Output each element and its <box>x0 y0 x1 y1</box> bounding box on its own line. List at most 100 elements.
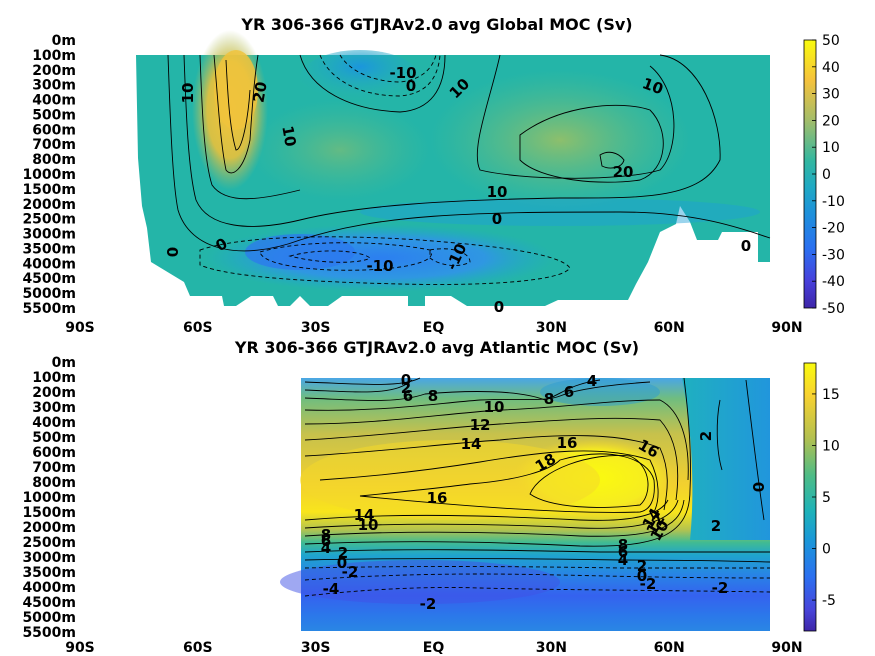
contour-label: 2 <box>338 544 348 562</box>
contour-label: 2 <box>697 431 715 441</box>
global-x-ticklabels: 90S 60S 30S EQ 30N 60N 90N <box>65 320 802 336</box>
y-tick-label: 2000m <box>22 520 76 536</box>
contour-label: 14 <box>461 435 482 453</box>
contour-label: 10 <box>487 183 508 201</box>
contour-label: 6 <box>321 532 331 550</box>
contour-label: -2 <box>420 595 437 613</box>
colorbar-tick-label: 15 <box>822 387 840 403</box>
contour-label: 10 <box>484 398 505 416</box>
colorbar-tick-label: -5 <box>822 593 836 609</box>
y-tick-label: 5500m <box>22 301 76 317</box>
y-tick-label: 700m <box>32 137 76 153</box>
y-tick-label: 4000m <box>22 256 76 272</box>
contour-label: 10 <box>278 124 299 148</box>
x-tick-label: 60S <box>183 320 213 336</box>
y-tick-label: 2500m <box>22 212 76 228</box>
colorbar-ticks: 50 40 30 20 10 0 -10 -20 -30 -40 -50 <box>812 33 845 317</box>
contour-label: 0 <box>164 247 182 257</box>
contour-label: 4 <box>587 372 597 390</box>
contour-label: -2 <box>342 563 359 581</box>
y-tick-label: 3500m <box>22 565 76 581</box>
y-tick-label: 0m <box>52 33 76 49</box>
colorbar-tick-label: 30 <box>822 87 840 103</box>
y-tick-label: 3500m <box>22 241 76 257</box>
contour-label: 2 <box>711 517 721 535</box>
contour-label: 10 <box>358 516 379 534</box>
y-tick-label: 400m <box>32 415 76 431</box>
contour-label: 12 <box>470 416 491 434</box>
y-tick-label: 700m <box>32 460 76 476</box>
contour-label: 0 <box>637 567 647 585</box>
colorbar-tick-label: -30 <box>822 247 845 263</box>
y-tick-label: 4000m <box>22 580 76 596</box>
x-tick-label: 30S <box>301 320 331 336</box>
y-tick-label: 500m <box>32 107 76 123</box>
y-tick-label: 600m <box>32 445 76 461</box>
y-tick-label: 1000m <box>22 167 76 183</box>
x-tick-label: 30N <box>536 640 567 656</box>
chart-title-global: YR 306-366 GTJRAv2.0 avg Global MOC (Sv) <box>240 15 632 34</box>
contour-label: 6 <box>403 387 413 405</box>
contour-label: 0 <box>492 210 502 228</box>
contour-label: 8 <box>428 387 438 405</box>
contour-label: 20 <box>249 80 270 104</box>
x-tick-label: 60S <box>183 640 213 656</box>
y-tick-label: 300m <box>32 400 76 416</box>
contour-label: 4 <box>618 551 628 569</box>
global-y-ticklabels: 0m100m200m300m400m500m600m700m800m1000m1… <box>22 33 76 317</box>
x-tick-label: 90S <box>65 640 95 656</box>
contour-label: 4 <box>321 539 331 557</box>
atlantic-colorbar: 15 10 5 0 -5 <box>803 362 840 632</box>
y-tick-label: 300m <box>32 78 76 94</box>
contour-label: 0 <box>337 554 347 572</box>
x-tick-label: EQ <box>423 640 445 656</box>
contour-label: 20 <box>613 163 634 181</box>
colorbar-tick-label: 50 <box>822 33 840 49</box>
colorbar-tick-label: -20 <box>822 221 845 237</box>
contour-label: 16 <box>427 489 448 507</box>
x-tick-label: 60N <box>654 320 685 336</box>
contour-label: 8 <box>618 536 628 554</box>
x-tick-label: 30N <box>536 320 567 336</box>
y-tick-label: 200m <box>32 63 76 79</box>
atlantic-contours <box>304 377 771 597</box>
y-tick-label: 600m <box>32 122 76 138</box>
contour-label: 0 <box>401 371 411 389</box>
colorbar-tick-label: 20 <box>822 113 840 129</box>
atlantic-y-ticklabels: 0m100m200m300m400m500m600m700m800m1000m1… <box>22 355 76 641</box>
contour-label: 0 <box>750 482 768 492</box>
y-tick-label: 4500m <box>22 271 76 287</box>
contour-label: 14 <box>354 506 375 524</box>
y-tick-label: 200m <box>32 385 76 401</box>
y-tick-label: 1500m <box>22 182 76 198</box>
y-tick-label: 100m <box>32 48 76 64</box>
colorbar-tick-label: -50 <box>822 301 845 317</box>
contour-label: 8 <box>321 526 331 544</box>
y-tick-label: 800m <box>32 152 76 168</box>
contour-label: 10 <box>179 83 197 104</box>
global-colorbar: 50 40 30 20 10 0 -10 -20 -30 -40 -50 <box>803 33 845 317</box>
contour-label: 16 <box>557 434 578 452</box>
atlantic-x-ticklabels: 90S 60S 30S EQ 30N 60N 90N <box>65 640 802 656</box>
y-tick-label: 800m <box>32 475 76 491</box>
colorbar-ticks: 15 10 5 0 -5 <box>812 387 840 609</box>
colorbar-tick-label: 5 <box>822 490 831 506</box>
contour-label: 6 <box>564 383 574 401</box>
x-tick-label: EQ <box>423 320 445 336</box>
contour-label: -2 <box>640 575 657 593</box>
panel-global: YR 306-366 GTJRAv2.0 avg Global MOC (Sv) <box>22 15 844 336</box>
y-tick-label: 2000m <box>22 197 76 213</box>
contour-label: -10 <box>389 64 416 82</box>
x-tick-label: 90S <box>65 320 95 336</box>
panel-atlantic: YR 306-366 GTJRAv2.0 avg Atlantic MOC (S… <box>22 338 839 656</box>
colorbar-tick-label: 10 <box>822 140 840 156</box>
colorbar-tick-label: 10 <box>822 438 840 454</box>
y-tick-label: 5000m <box>22 286 76 302</box>
y-tick-label: 5000m <box>22 610 76 626</box>
x-tick-label: 90N <box>771 320 802 336</box>
colorbar-tick-label: 40 <box>822 60 840 76</box>
y-tick-label: 3000m <box>22 550 76 566</box>
atlantic-field <box>280 378 770 631</box>
x-tick-label: 90N <box>771 640 802 656</box>
